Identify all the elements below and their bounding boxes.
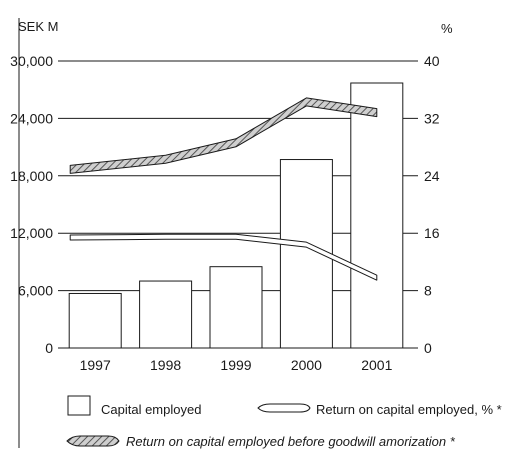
line-layer	[69, 97, 378, 281]
legend-label-return-before-goodwill: Return on capital employed before goodwi…	[126, 434, 456, 449]
x-tick-label: 1998	[150, 357, 181, 373]
y-right-tick-label: 24	[424, 168, 440, 184]
y-left-tick-label: 6,000	[18, 283, 53, 299]
x-tick-label: 1999	[220, 357, 251, 373]
y-left-tick-label: 0	[45, 340, 53, 356]
x-tick-label: 1997	[80, 357, 111, 373]
tick-layer: 0 6,000 12,000 18,000 24,000 30,000 0 8 16 24 32 40…	[10, 53, 440, 373]
y-right-tick-label: 0	[424, 340, 432, 356]
legend-label-capital-employed: Capital employed	[101, 402, 201, 417]
x-tick-label: 2000	[291, 357, 322, 373]
line-return-before-goodwill	[69, 97, 378, 174]
y-left-tick-label: 30,000	[10, 53, 53, 69]
legend-swatch-return-before-goodwill	[66, 435, 120, 447]
bar-capital-employed-2001	[350, 82, 404, 349]
y-right-unit-label: %	[441, 21, 453, 36]
y-right-tick-label: 8	[424, 283, 432, 299]
bar-layer	[68, 82, 404, 349]
bar-capital-employed-1999	[209, 266, 263, 349]
bar-capital-employed-1997	[68, 292, 122, 349]
y-right-tick-label: 40	[424, 53, 440, 69]
x-tick-label: 2001	[361, 357, 392, 373]
y-left-tick-label: 18,000	[10, 168, 53, 184]
y-right-tick-label: 16	[424, 225, 440, 241]
line-return-on-capital	[69, 233, 378, 281]
y-left-unit-label: SEK M	[18, 19, 58, 34]
legend-swatch-capital-employed	[67, 395, 91, 416]
legend-swatch-return-on-capital	[257, 403, 311, 413]
y-left-tick-label: 12,000	[10, 225, 53, 241]
legend-label-return-on-capital: Return on capital employed, % *	[316, 402, 502, 417]
y-right-tick-label: 32	[424, 110, 440, 126]
bar-capital-employed-1998	[139, 280, 193, 349]
y-left-tick-label: 24,000	[10, 110, 53, 126]
legend: Capital employed Return on capital emplo…	[66, 395, 502, 449]
